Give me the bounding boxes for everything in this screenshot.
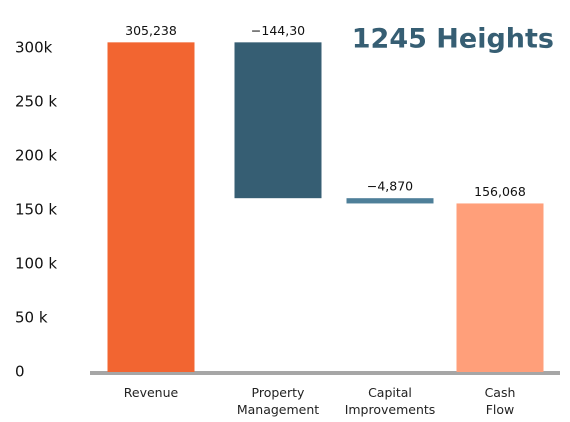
value-label: 156,068 bbox=[474, 184, 526, 199]
x-tick-label: Capital Improvements bbox=[344, 385, 436, 417]
x-tick-label: Cash Flow bbox=[484, 385, 516, 417]
bar bbox=[456, 203, 544, 372]
chart-title: 1245 Heights bbox=[352, 24, 554, 55]
value-label: −4,870 bbox=[367, 179, 413, 194]
y-tick-label: 100 k bbox=[15, 255, 57, 273]
y-tick-label: 150 k bbox=[15, 201, 57, 219]
y-tick-label: 200 k bbox=[15, 147, 57, 165]
y-tick-label: 0 bbox=[15, 363, 25, 381]
value-label: −144,30 bbox=[251, 23, 305, 38]
bar bbox=[107, 42, 195, 373]
value-label: 305,238 bbox=[125, 23, 177, 38]
bar bbox=[346, 198, 434, 204]
y-tick-label: 300k bbox=[15, 39, 53, 57]
x-tick-label: Property Management bbox=[236, 385, 320, 417]
bar bbox=[234, 42, 322, 199]
x-tick-label: Revenue bbox=[123, 385, 179, 400]
y-tick-label: 250 k bbox=[15, 93, 57, 111]
y-tick-label: 50 k bbox=[15, 309, 48, 327]
